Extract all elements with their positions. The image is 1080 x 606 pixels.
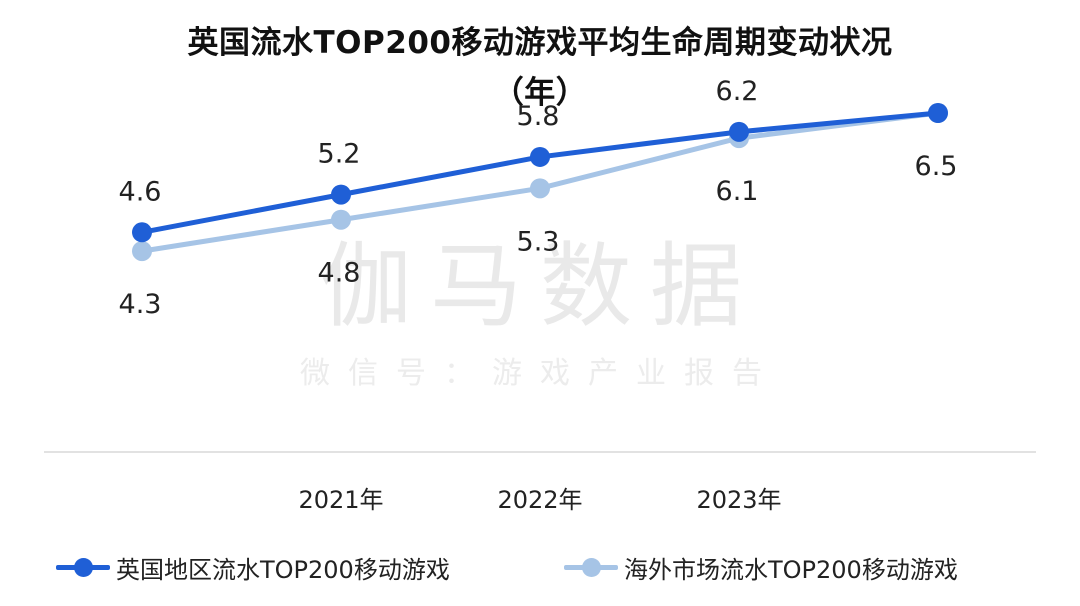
x-tick-label: 2022年 [497,486,582,514]
x-tick-label: 2021年 [298,486,383,514]
chart-title-unit: （年） [492,75,588,111]
data-label-overseas: 4.8 [318,258,361,289]
legend-item-overseas: 海外市场流水TOP200移动游戏 [560,545,958,589]
chart-title: 英国流水TOP200移动游戏平均生命周期变动状况 （年） [0,18,1080,118]
data-label-uk: 4.6 [119,176,162,207]
legend-item-uk: 英国地区流水TOP200移动游戏 [52,545,450,589]
data-point-uk [530,146,550,167]
data-label-overseas: 6.1 [716,176,759,207]
legend-swatch-uk [52,545,114,589]
data-label-overseas: 4.3 [119,289,162,320]
data-point-overseas [530,178,550,199]
x-tick-label: 2023年 [696,486,781,514]
legend-swatch-overseas [560,545,622,589]
data-label-uk: 6.2 [716,76,759,107]
data-label-overseas: 5.3 [517,226,560,257]
data-point-uk [928,103,948,123]
data-point-uk [132,222,152,243]
chart-title-text: 英国流水TOP200移动游戏平均生命周期变动状况 [187,25,893,61]
data-point-overseas [132,241,152,262]
data-point-uk [729,121,749,142]
data-point-uk [331,184,351,205]
data-point-overseas [331,209,351,230]
data-label-overseas: 6.5 [915,151,958,182]
data-label-uk: 5.8 [517,101,560,132]
watermark-main: 伽马数据 [320,233,760,340]
chart-legend: 英国地区流水TOP200移动游戏 海外市场流水TOP200移动游戏 [0,545,1080,589]
watermark-sub: 微信号：游戏产业报告 [300,356,780,391]
legend-label-overseas: 海外市场流水TOP200移动游戏 [624,555,958,584]
data-label-uk: 5.2 [318,139,361,170]
legend-label-uk: 英国地区流水TOP200移动游戏 [116,555,450,584]
